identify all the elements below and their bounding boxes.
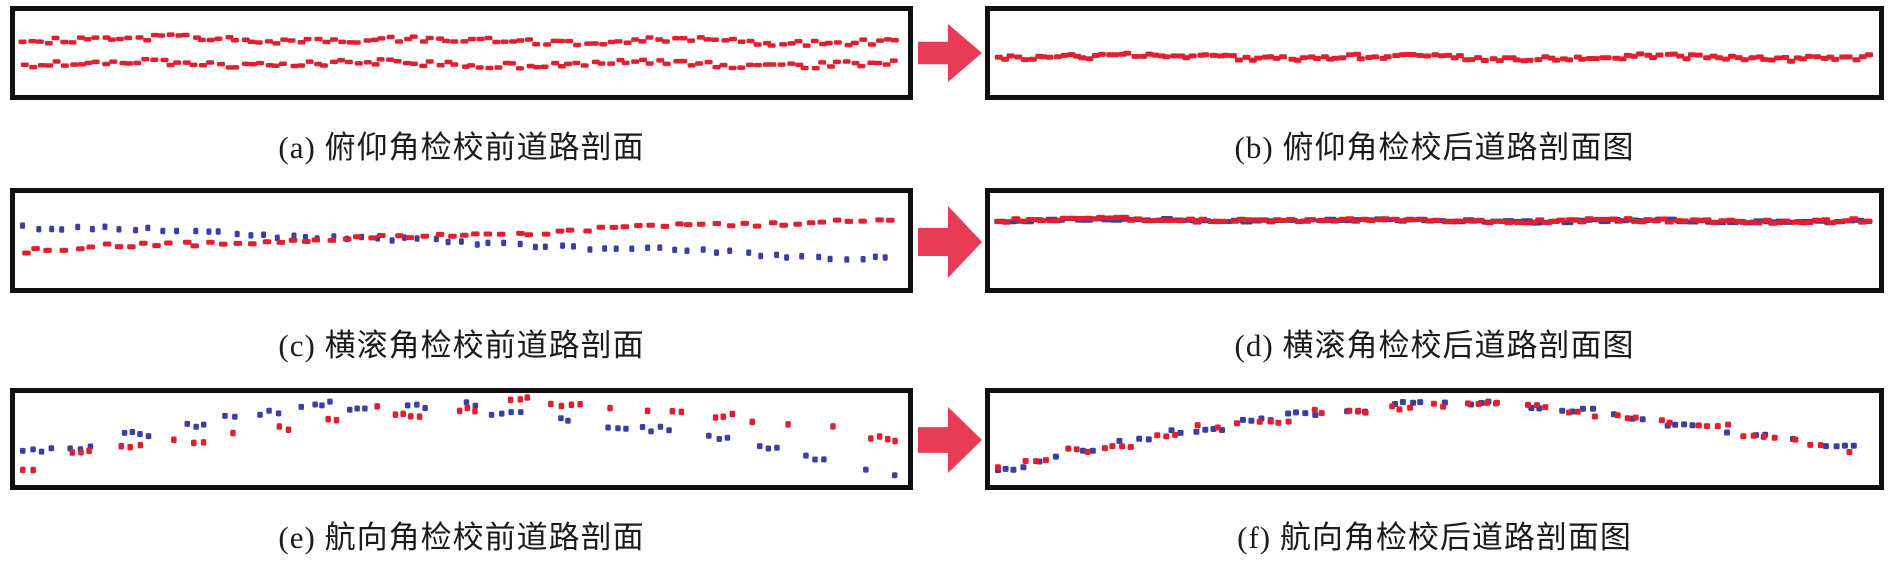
caption-d: (d) 横滚角检校后道路剖面图 — [1234, 328, 1635, 363]
panel-e-before-yaw-calibration — [10, 388, 913, 490]
red-profile-ascending — [22, 217, 895, 256]
arrow-right-icon — [918, 24, 982, 82]
point-cloud-d — [994, 214, 1873, 226]
arrow-right-icon — [918, 206, 982, 278]
caption-c: (c) 横滚角检校前道路剖面 — [278, 328, 645, 363]
panel-c-before-roll-calibration — [10, 188, 913, 293]
red-profile-merged-line — [994, 214, 1873, 226]
point-cloud-a — [18, 32, 899, 71]
caption-f: (f) 航向角检校后道路剖面图 — [1237, 520, 1632, 555]
red-profile-merged-line — [994, 50, 1874, 64]
point-cloud-c — [20, 217, 895, 263]
panel-f-after-yaw-calibration — [985, 388, 1884, 490]
caption-a: (a) 俯仰角检校前道路剖面 — [278, 130, 645, 165]
blue-crown-aligned — [995, 398, 1857, 474]
red-profile-upper-line — [18, 32, 899, 48]
caption-b: (b) 俯仰角检校后道路剖面图 — [1234, 130, 1635, 165]
arrow-right-icon — [918, 407, 982, 473]
red-crown-shifted-right — [20, 394, 898, 474]
point-cloud-b — [994, 50, 1874, 64]
blue-crown-shifted-left — [20, 398, 898, 479]
red-crown-aligned — [995, 399, 1853, 471]
caption-e: (e) 航向角检校前道路剖面 — [278, 520, 645, 555]
point-cloud-e — [20, 394, 898, 479]
red-profile-lower-line — [20, 56, 898, 71]
panel-a-before-pitch-calibration — [10, 6, 913, 100]
point-cloud-f — [995, 398, 1857, 474]
panel-d-after-roll-calibration — [985, 188, 1884, 293]
panel-b-after-pitch-calibration — [985, 6, 1884, 100]
